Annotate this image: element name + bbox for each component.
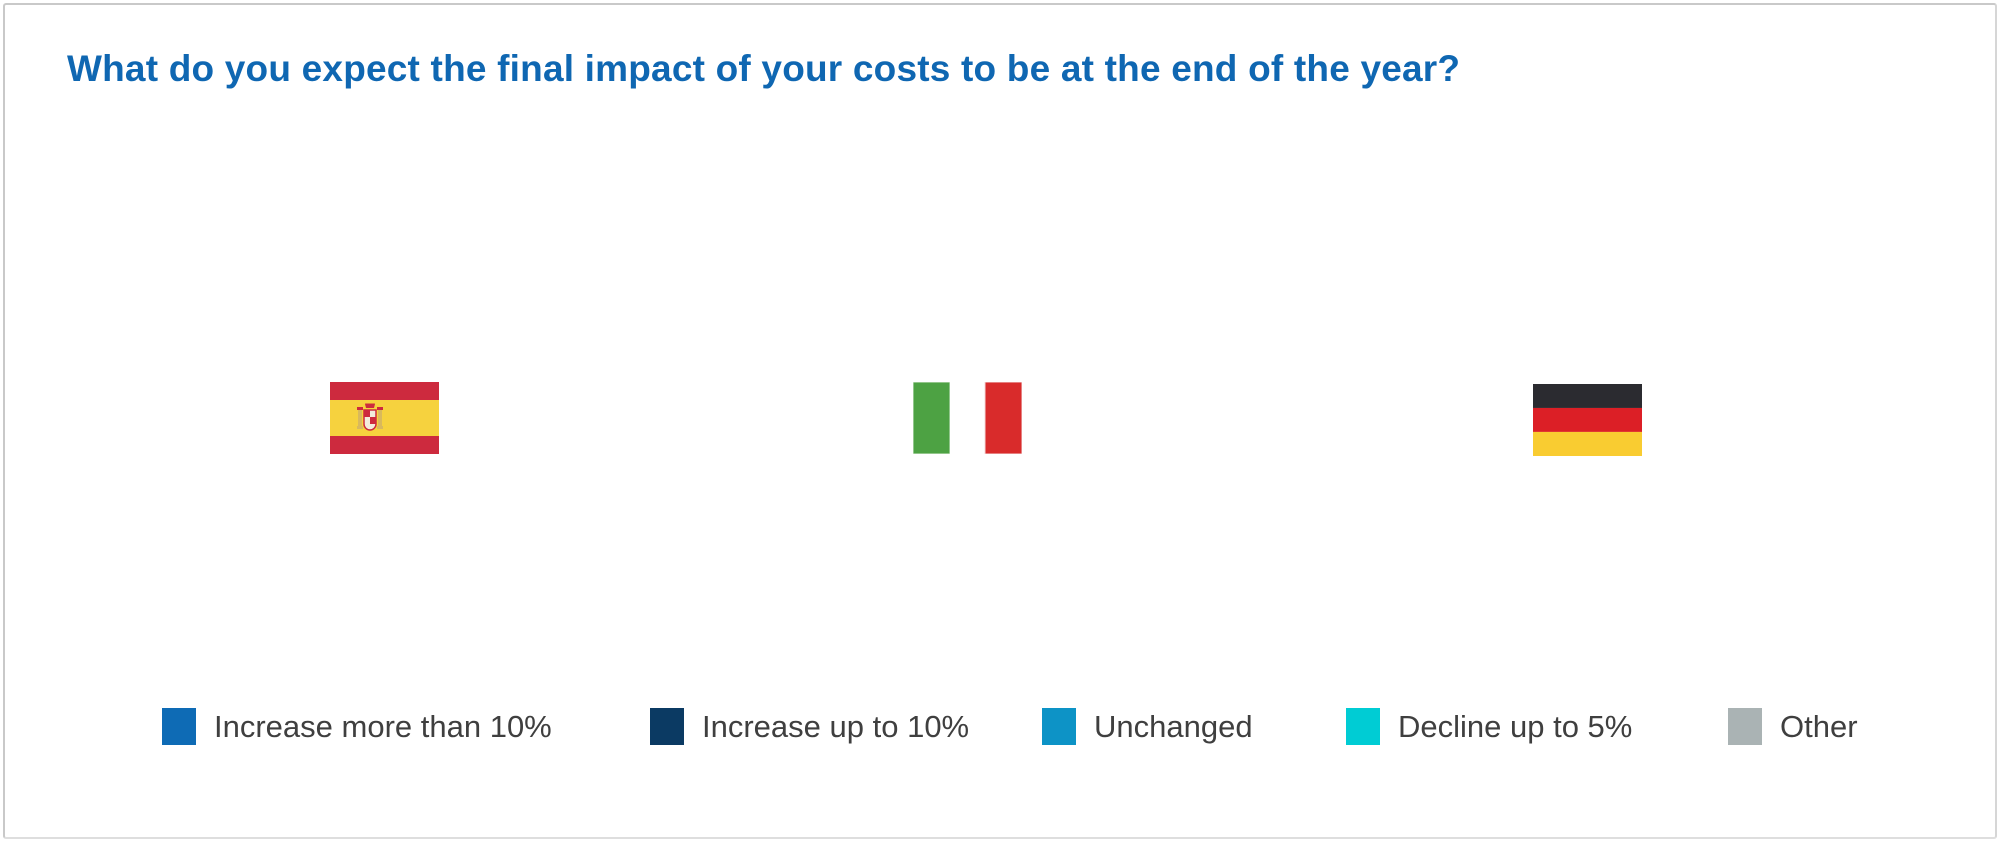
spain-band-yellow <box>330 400 439 436</box>
legend-item-decline-up-to-5[interactable]: Decline up to 5% <box>1346 708 1632 745</box>
legend-label[interactable]: Other <box>1780 708 1858 744</box>
legend-swatch-decline-up-to-5[interactable] <box>1346 708 1380 745</box>
italy-band-red <box>984 382 1022 454</box>
legend-label[interactable]: Unchanged <box>1094 708 1253 744</box>
italy-band-green <box>913 382 951 454</box>
spain-flag-icon <box>330 382 439 454</box>
spain-band-red-bottom <box>330 436 439 454</box>
italy-flag-icon <box>913 382 1022 454</box>
legend-item-other[interactable]: Other <box>1728 708 1858 745</box>
germany-band-red <box>1533 407 1642 432</box>
germany-band-black <box>1533 384 1642 408</box>
spain-coat-of-arms <box>357 401 383 431</box>
chart-title: What do you expect the final impact of y… <box>67 48 1461 89</box>
legend-label[interactable]: Decline up to 5% <box>1398 708 1633 744</box>
legend-swatch-increase-more-than-10[interactable] <box>162 708 196 745</box>
legend-label[interactable]: Increase more than 10% <box>214 708 552 744</box>
legend-item-unchanged[interactable]: Unchanged <box>1042 708 1253 745</box>
germany-band-gold <box>1533 431 1642 456</box>
legend-swatch-increase-up-to-10[interactable] <box>650 708 684 745</box>
legend-swatch-other[interactable] <box>1728 708 1762 745</box>
legend-item-increase-up-to-10[interactable]: Increase up to 10% <box>650 708 969 745</box>
legend-item-increase-more-than-10[interactable]: Increase more than 10% <box>162 708 552 745</box>
germany-flag-icon <box>1533 384 1642 456</box>
legend-swatch-unchanged[interactable] <box>1042 708 1076 745</box>
italy-band-white <box>950 382 985 454</box>
legend-label[interactable]: Increase up to 10% <box>702 708 970 744</box>
chart-legend: Increase more than 10% Increase up to 10… <box>0 708 2000 752</box>
